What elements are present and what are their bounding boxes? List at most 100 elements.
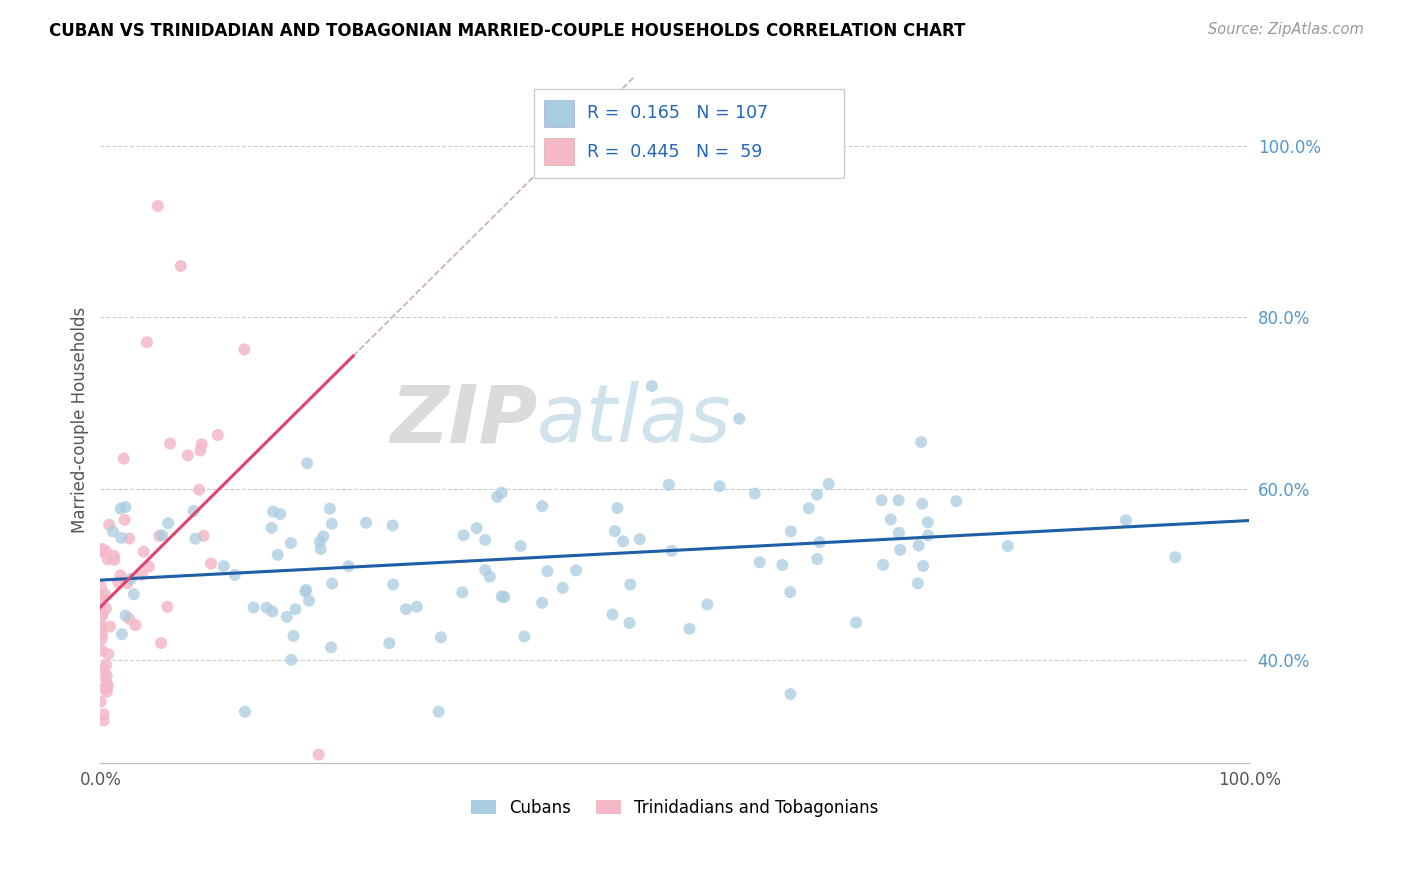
Point <box>887 525 910 540</box>
Point <box>602 607 624 622</box>
Point <box>551 581 574 595</box>
Point <box>138 559 160 574</box>
Point <box>658 478 681 492</box>
Point <box>817 476 839 491</box>
FancyBboxPatch shape <box>544 100 575 127</box>
Point <box>188 483 211 497</box>
Point <box>90 591 112 606</box>
Point <box>806 552 828 566</box>
Point <box>269 507 291 521</box>
Point <box>114 500 136 514</box>
Point <box>280 653 302 667</box>
Point <box>536 564 558 578</box>
Point <box>451 585 474 599</box>
Point <box>880 512 903 526</box>
FancyBboxPatch shape <box>534 89 844 178</box>
Point <box>93 707 115 722</box>
Point <box>94 544 117 558</box>
Point <box>103 553 125 567</box>
Point <box>283 629 305 643</box>
Point <box>118 532 141 546</box>
Point <box>661 543 683 558</box>
Point <box>90 617 112 632</box>
Point <box>465 521 488 535</box>
Point <box>1164 550 1187 565</box>
Point <box>132 545 155 559</box>
Point <box>845 615 868 630</box>
Text: atlas: atlas <box>537 381 731 459</box>
Point <box>382 577 405 591</box>
Point <box>911 497 934 511</box>
Point <box>606 501 628 516</box>
Point <box>531 499 554 513</box>
Point <box>97 552 120 566</box>
Point <box>94 588 117 602</box>
Point <box>678 622 700 636</box>
Point <box>91 608 114 623</box>
Point <box>183 504 205 518</box>
Point <box>90 580 112 594</box>
Point <box>94 672 117 686</box>
Point <box>284 602 307 616</box>
Point <box>295 456 318 470</box>
Point <box>267 548 290 562</box>
Point <box>474 533 496 547</box>
Point <box>997 539 1019 553</box>
Point <box>233 343 256 357</box>
Point <box>262 505 284 519</box>
Point <box>1115 513 1137 527</box>
Point <box>177 449 200 463</box>
Legend: Cubans, Trinidadians and Tobagonians: Cubans, Trinidadians and Tobagonians <box>464 792 886 823</box>
Text: R =  0.165   N = 107: R = 0.165 N = 107 <box>586 104 768 122</box>
Point <box>91 541 114 556</box>
Point <box>157 516 180 530</box>
Point <box>98 517 121 532</box>
Point <box>337 559 360 574</box>
Point <box>110 531 132 545</box>
Point <box>101 524 124 539</box>
Point <box>200 557 222 571</box>
Y-axis label: Married-couple Households: Married-couple Households <box>72 307 89 533</box>
Point <box>612 534 634 549</box>
Point <box>321 576 343 591</box>
Point <box>298 594 321 608</box>
Point <box>135 335 157 350</box>
Point <box>93 662 115 676</box>
Point <box>870 493 893 508</box>
Point <box>744 486 766 500</box>
Point <box>308 747 330 762</box>
Point <box>112 451 135 466</box>
Point <box>193 529 215 543</box>
Point <box>93 681 115 695</box>
Point <box>907 576 929 591</box>
Point <box>491 485 513 500</box>
Point <box>806 488 828 502</box>
Point <box>619 577 641 591</box>
Point <box>887 493 910 508</box>
Point <box>156 599 179 614</box>
Point <box>94 601 117 615</box>
Point <box>321 640 343 655</box>
Point <box>89 545 111 559</box>
Point <box>224 567 246 582</box>
Point <box>260 521 283 535</box>
Point <box>90 694 112 708</box>
Point <box>96 684 118 698</box>
Point <box>191 437 214 451</box>
Point <box>910 435 932 450</box>
Point <box>97 647 120 661</box>
Point <box>97 680 120 694</box>
Point <box>430 631 453 645</box>
Point <box>150 528 173 542</box>
Point <box>294 584 316 599</box>
Point <box>117 576 139 591</box>
Text: R =  0.445   N =  59: R = 0.445 N = 59 <box>586 143 762 161</box>
Point <box>256 600 278 615</box>
Point <box>378 636 401 650</box>
Point <box>89 607 111 621</box>
Point <box>89 620 111 634</box>
Point <box>90 632 112 646</box>
Point <box>131 567 153 582</box>
Point <box>91 643 114 657</box>
Point <box>912 558 935 573</box>
